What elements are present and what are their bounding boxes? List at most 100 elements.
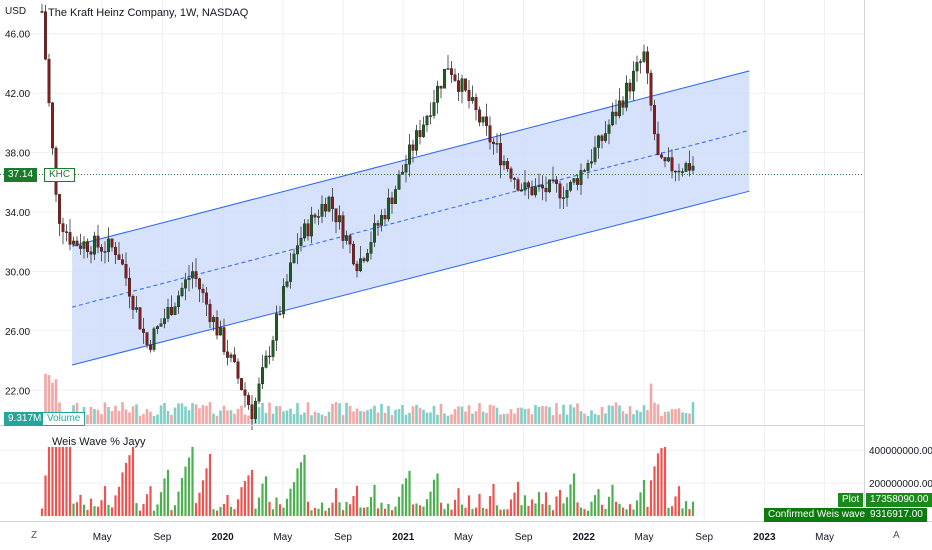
weis-wave-bar	[75, 502, 79, 516]
symbol-title[interactable]: The Kraft Heinz Company, 1W, NASDAQ	[48, 7, 249, 19]
volume-bar	[492, 405, 495, 424]
candle-body	[320, 203, 324, 217]
candle-body	[572, 178, 576, 183]
candle-body	[534, 186, 538, 196]
weis-wave-bar	[166, 469, 170, 516]
volume-bar	[233, 413, 236, 424]
weis-wave-bar	[194, 503, 198, 516]
candle-body	[120, 259, 124, 265]
weis-wave-bar	[240, 487, 243, 516]
candle-body	[236, 361, 240, 379]
weis-wave-bar	[453, 499, 457, 516]
candle-body	[429, 115, 433, 117]
weis-wave-bar	[380, 502, 383, 516]
weis-wave-bar	[495, 505, 499, 516]
candle-body	[306, 223, 310, 237]
indicator-axis[interactable]: 400000000.00 200000000.00	[869, 446, 932, 490]
candle-body	[471, 97, 475, 101]
volume-bar	[177, 403, 180, 424]
weis-wave-bar	[135, 503, 138, 516]
candle-body	[502, 161, 506, 166]
volume-bar	[44, 373, 47, 424]
volume-bar	[131, 406, 135, 424]
volume-bar	[352, 411, 355, 424]
volume-bar	[373, 405, 376, 424]
weis-wave-bar	[89, 498, 93, 516]
weis-wave-bar	[450, 509, 453, 516]
candle-body	[215, 317, 219, 336]
weis-wave-bar	[138, 510, 142, 516]
weis-wave-bar	[191, 446, 194, 516]
weis-wave-bar	[432, 479, 436, 516]
candle-body	[453, 74, 457, 81]
volume-bar	[345, 402, 348, 424]
candle-body	[485, 116, 489, 126]
candle-body	[180, 287, 184, 296]
weis-wave-bar	[184, 466, 187, 516]
x-tick-label: Sep	[334, 532, 352, 543]
weis-wave-bar	[47, 446, 51, 516]
volume-bar	[460, 406, 464, 424]
auto-scale-icon[interactable]: A	[893, 530, 900, 541]
weis-wave-bar	[366, 506, 369, 516]
candle-body	[478, 109, 482, 123]
candle-body	[537, 185, 541, 188]
zoom-icon[interactable]: Z	[31, 530, 38, 541]
volume-bar	[173, 407, 177, 424]
volume-bar	[572, 407, 576, 424]
volume-bar	[184, 406, 187, 424]
weis-wave-bar	[142, 503, 145, 516]
indicator-title[interactable]: Weis Wave % Jayy	[52, 436, 146, 448]
candle-body	[397, 174, 401, 190]
volume-bar	[387, 405, 390, 424]
weis-wave-bar	[684, 501, 688, 516]
weis-wave-bar	[383, 508, 387, 516]
weis-wave-bar	[51, 446, 54, 516]
weis-wave-bar	[86, 509, 89, 516]
volume-bar	[551, 415, 555, 424]
candle-body	[590, 161, 594, 164]
weis-wave-bar	[446, 503, 450, 516]
volume-bar	[128, 412, 131, 424]
weis-wave-bar	[408, 470, 411, 516]
candle-body	[530, 186, 534, 196]
weis-wave-bar	[296, 468, 299, 516]
volume-bar	[586, 415, 590, 424]
candle-body	[348, 235, 352, 245]
price-axis[interactable]: 46.00 42.00 38.00 34.00 30.00 26.00 22.00	[5, 30, 30, 398]
volume-bar	[450, 414, 453, 424]
volume-bar	[117, 410, 121, 424]
candle-body	[551, 179, 555, 181]
weis-wave-bar	[299, 462, 303, 516]
weis-wave-bar	[362, 507, 366, 516]
volume-bar	[317, 412, 320, 424]
candle-body	[190, 271, 194, 279]
weis-wave-bar	[411, 504, 415, 516]
time-axis[interactable]: May Sep 2020 May Sep 2021 May Sep 2022 May Sep 2023…	[93, 532, 834, 543]
weis-wave-bar	[628, 504, 632, 516]
candle-body	[639, 61, 643, 63]
volume-bar	[369, 408, 373, 424]
candle-body	[492, 141, 496, 145]
weis-wave-bar	[320, 502, 324, 516]
candle-body	[628, 82, 632, 92]
weis-wave-bar	[373, 484, 376, 516]
weis-wave-bar	[537, 492, 541, 516]
weis-wave-bar	[660, 447, 663, 516]
candle-body	[457, 80, 461, 92]
channel-middle-line[interactable]	[71, 129, 750, 308]
candle-body	[296, 245, 300, 255]
candle-body	[583, 170, 587, 172]
ticker-badge: KHC	[44, 168, 76, 182]
price-candles	[40, 3, 695, 431]
volume-bar	[632, 414, 635, 424]
weis-wave-bar	[621, 507, 625, 516]
volume-bar	[142, 413, 145, 424]
channel-lower-line[interactable]	[71, 190, 750, 366]
weis-wave-bar	[439, 502, 443, 516]
weis-wave-bar	[285, 498, 289, 516]
candle-body	[317, 216, 321, 218]
volume-bar	[271, 413, 275, 424]
volume-bar	[583, 413, 586, 424]
candle-body	[408, 144, 412, 165]
